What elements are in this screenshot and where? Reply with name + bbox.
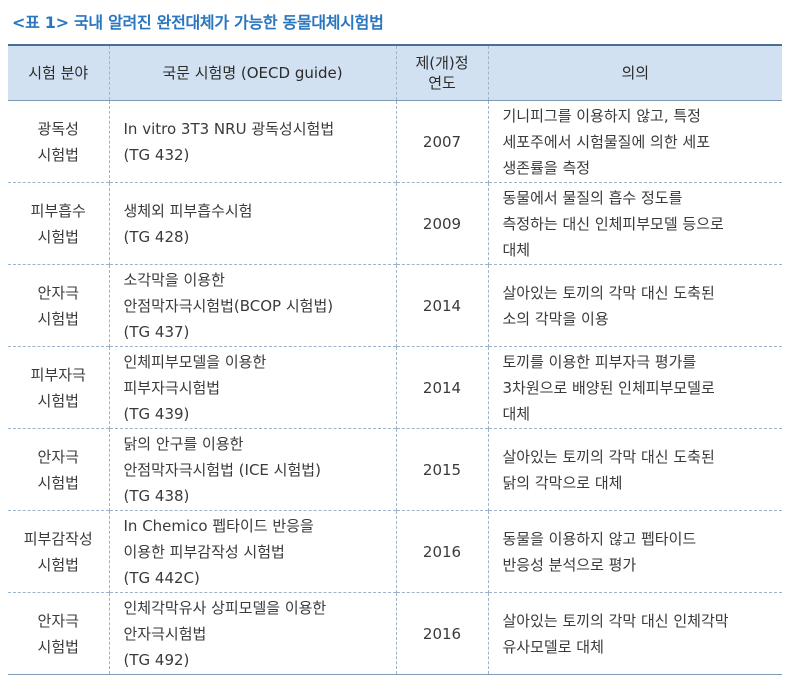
test-name-line: (TG 439) — [123, 404, 190, 423]
test-name-line: 안점막자극시험법 (ICE 시험법) — [123, 460, 321, 479]
meaning-line: 살아있는 토끼의 각막 대신 인체각막 — [502, 611, 729, 630]
test-name-line: 안점막자극시험법(BCOP 시험법) — [123, 296, 334, 315]
year-cell: 2016 — [395, 510, 488, 593]
test-name-line: 피부자극시험법 — [123, 378, 221, 397]
test-name-line: (TG 438) — [123, 486, 190, 505]
test-name-line: In Chemico 펩타이드 반응을 — [123, 516, 314, 535]
meaning-line: 측정하는 대신 인체피부모델 등으로 — [502, 214, 724, 233]
year-cell: 2016 — [395, 592, 488, 675]
meaning-line: 동물에서 물질의 흡수 정도를 — [502, 188, 683, 207]
meaning-line: 토끼를 이용한 피부자극 평가를 — [502, 352, 697, 371]
test-name-cell: 생체외 피부흡수시험 (TG 428) — [108, 182, 396, 265]
table-caption: <표 1> 국내 알려진 완전대체가 가능한 동물대체시험법 — [12, 13, 384, 32]
table-row: 피부감작성 시험법 In Chemico 펩타이드 반응을 이용한 피부감작성 시험법… — [8, 510, 782, 593]
meaning-line: 닭의 각막으로 대체 — [502, 473, 623, 492]
meaning-line: 살아있는 토끼의 각막 대신 도축된 — [502, 447, 715, 466]
header-year: 제(개)정 연도 — [395, 45, 488, 101]
test-field-line: 피부감작성 — [23, 529, 93, 548]
table-row: 안자극 시험법 인체각막유사 상피모델을 이용한 안자극시험법 (TG 492) 2016… — [8, 592, 782, 675]
test-field-line: 안자극 — [37, 447, 79, 466]
test-field-line: 시험법 — [37, 473, 79, 492]
test-name-line: (TG 492) — [123, 650, 190, 669]
test-name-line: (TG 437) — [123, 322, 190, 341]
meaning-line: 반응성 분석으로 평가 — [502, 555, 637, 574]
header-meaning: 의의 — [487, 45, 782, 101]
year-cell: 2009 — [395, 182, 488, 265]
header-year-line1: 제(개)정 — [415, 54, 469, 72]
meaning-line: 세포주에서 시험물질에 의한 세포 — [502, 132, 711, 151]
header-row: 시험 분야 국문 시험명 (OECD guide) 제(개)정 연도 의의 — [8, 45, 782, 101]
test-field-line: 시험법 — [37, 309, 79, 328]
meaning-line: 살아있는 토끼의 각막 대신 도축된 — [502, 283, 715, 302]
meaning-line: 유사모델로 대체 — [502, 637, 604, 656]
test-field-line: 시험법 — [37, 227, 79, 246]
header-test-name: 국문 시험명 (OECD guide) — [108, 45, 396, 101]
test-name-line: In vitro 3T3 NRU 광독성시험법 — [123, 119, 335, 138]
test-field-line: 광독성 — [37, 119, 79, 138]
test-name-line: 안자극시험법 — [123, 624, 207, 643]
test-field-line: 시험법 — [37, 391, 79, 410]
test-name-line: (TG 428) — [123, 227, 190, 246]
test-name-line: (TG 442C) — [123, 568, 200, 587]
test-field-line: 안자극 — [37, 611, 79, 630]
test-field-line: 시험법 — [37, 555, 79, 574]
test-field-line: 시험법 — [37, 637, 79, 656]
year-cell: 2014 — [395, 264, 488, 347]
test-name-line: 닭의 안구를 이용한 — [123, 434, 244, 453]
header-year-line2: 연도 — [428, 74, 456, 92]
test-field-line: 피부흡수 — [30, 201, 86, 220]
meaning-line: 동물을 이용하지 않고 펩타이드 — [502, 529, 697, 548]
header-field: 시험 분야 — [8, 45, 109, 101]
test-name-line: 소각막을 이용한 — [123, 270, 225, 289]
meaning-line: 대체 — [502, 240, 531, 259]
test-name-line: 이용한 피부감작성 시험법 — [123, 542, 285, 561]
alternative-test-methods-table: 시험 분야 국문 시험명 (OECD guide) 제(개)정 연도 의의 광독… — [8, 44, 782, 675]
test-name-line: 인체각막유사 상피모델을 이용한 — [123, 598, 327, 617]
year-cell: 2015 — [395, 428, 488, 511]
meaning-line: 대체 — [502, 404, 531, 423]
meaning-line: 소의 각막을 이용 — [502, 309, 609, 328]
year-cell: 2007 — [395, 100, 488, 183]
test-field-line: 시험법 — [37, 145, 79, 164]
table-row: 피부흡수 시험법 생체외 피부흡수시험 (TG 428) 2009 동물에서 물질의 흡수… — [8, 182, 782, 265]
test-name-line: (TG 432) — [123, 145, 190, 164]
year-cell: 2014 — [395, 346, 488, 429]
meaning-line: 기니피그를 이용하지 않고, 특정 — [502, 106, 701, 125]
test-field-line: 안자극 — [37, 283, 79, 302]
test-field-line: 피부자극 — [30, 365, 86, 384]
test-name-cell: In vitro 3T3 NRU 광독성시험법 (TG 432) — [108, 100, 396, 183]
meaning-line: 3차원으로 배양된 인체피부모델로 — [502, 378, 715, 397]
meaning-line: 생존률을 측정 — [502, 158, 591, 177]
table-row: 피부자극 시험법 인체피부모델을 이용한 피부자극시험법 (TG 439) 2014 토끼를… — [8, 346, 782, 429]
test-name-line: 생체외 피부흡수시험 — [123, 201, 253, 220]
test-name-line: 인체피부모델을 이용한 — [123, 352, 267, 371]
